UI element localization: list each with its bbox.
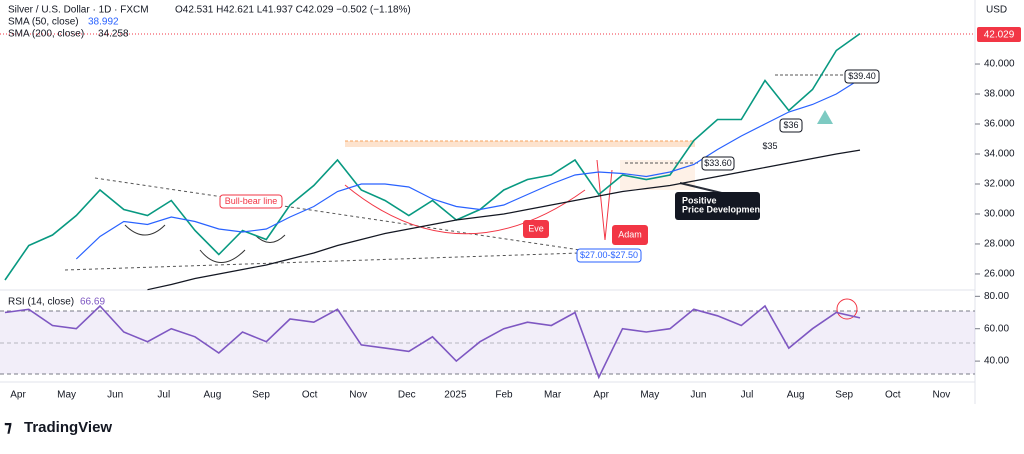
logo-mark: ⁊	[4, 419, 12, 436]
annotation-box	[701, 156, 735, 171]
y-tick-label: 32.000	[984, 179, 1015, 190]
pattern-arcs	[124, 224, 286, 263]
x-tick-label: Sep	[252, 390, 270, 401]
x-tick-label: Aug	[787, 390, 805, 401]
x-tick-label: Sep	[835, 390, 853, 401]
y-tick-label: 30.000	[984, 209, 1015, 220]
annotation-box	[612, 225, 648, 245]
x-tick-label: Mar	[544, 390, 562, 401]
rsi-circle	[836, 298, 858, 320]
y-tick-label: 38.000	[984, 89, 1015, 100]
x-tick-label: Jul	[741, 390, 754, 401]
y-tick-label: 36.000	[984, 119, 1015, 130]
series-line	[4, 304, 861, 380]
price-tag-text: 42.029	[984, 30, 1015, 41]
x-tick-label: Aug	[204, 390, 222, 401]
annotation: Eve	[528, 223, 544, 233]
y-tick-label: 40.00	[984, 356, 1009, 367]
series-line	[4, 32, 861, 281]
x-tick-label: Jun	[690, 390, 706, 401]
annotation-box	[779, 118, 803, 133]
annotation-box	[523, 220, 549, 238]
y-tick-label: 80.00	[984, 291, 1009, 302]
x-tick-label: Jul	[157, 390, 170, 401]
x-tick-label: Feb	[495, 390, 513, 401]
annotation: $39.40	[848, 71, 876, 81]
up-arrow	[817, 110, 833, 124]
rsi-label: RSI (14, close)	[8, 297, 74, 308]
annotation-box	[844, 69, 880, 84]
support-line	[64, 252, 581, 271]
ohlc: O42.531 H42.621 L41.937 C42.029 −0.502 (…	[175, 5, 411, 16]
annotation: Bull-bear line	[225, 196, 278, 206]
x-tick-label: Dec	[398, 390, 416, 401]
x-tick-label: 2025	[444, 390, 467, 401]
annotation-box	[576, 248, 642, 263]
annotation: $33.60	[704, 158, 732, 168]
y-tick-label: 34.000	[984, 149, 1015, 160]
sma200-value: 34.258	[98, 29, 129, 40]
x-tick-label: Apr	[593, 390, 609, 401]
x-tick-label: Apr	[10, 390, 26, 401]
annotation-box	[675, 192, 760, 220]
x-tick-label: Nov	[933, 390, 951, 401]
x-tick-label: Oct	[302, 390, 318, 401]
y-tick-label: 60.00	[984, 323, 1009, 334]
x-tick-label: Nov	[349, 390, 367, 401]
x-tick-label: Jun	[107, 390, 123, 401]
x-tick-label: Oct	[885, 390, 901, 401]
bull-bear-line	[94, 177, 581, 251]
annotation: Positive	[682, 195, 717, 205]
price-tag	[977, 27, 1021, 42]
sma50-value: 38.992	[88, 17, 119, 28]
y-tick-label: 40.000	[984, 59, 1015, 70]
sma50-label: SMA (50, close)	[8, 17, 79, 28]
annotation: Adam	[618, 229, 642, 239]
annotation: Price Development	[682, 204, 763, 214]
resistance-zone	[345, 141, 695, 147]
logo: TradingView	[24, 419, 112, 436]
rsi-value: 66.69	[80, 297, 105, 308]
series-line	[75, 78, 861, 260]
symbol: Silver / U.S. Dollar · 1D · FXCM	[8, 5, 149, 16]
eve-curve	[344, 184, 586, 235]
annotation: $35	[762, 141, 777, 151]
annotation: $36	[783, 120, 798, 130]
annotation: $27.00-$27.50	[580, 250, 638, 260]
x-tick-label: May	[640, 390, 659, 401]
x-tick-label: May	[57, 390, 76, 401]
y-tick-label: 28.000	[984, 239, 1015, 250]
y-tick-label: 26.000	[984, 269, 1015, 280]
sma200-label: SMA (200, close)	[8, 29, 84, 40]
currency: USD	[986, 5, 1007, 16]
series-line	[147, 149, 861, 291]
annotation-box	[219, 194, 283, 209]
